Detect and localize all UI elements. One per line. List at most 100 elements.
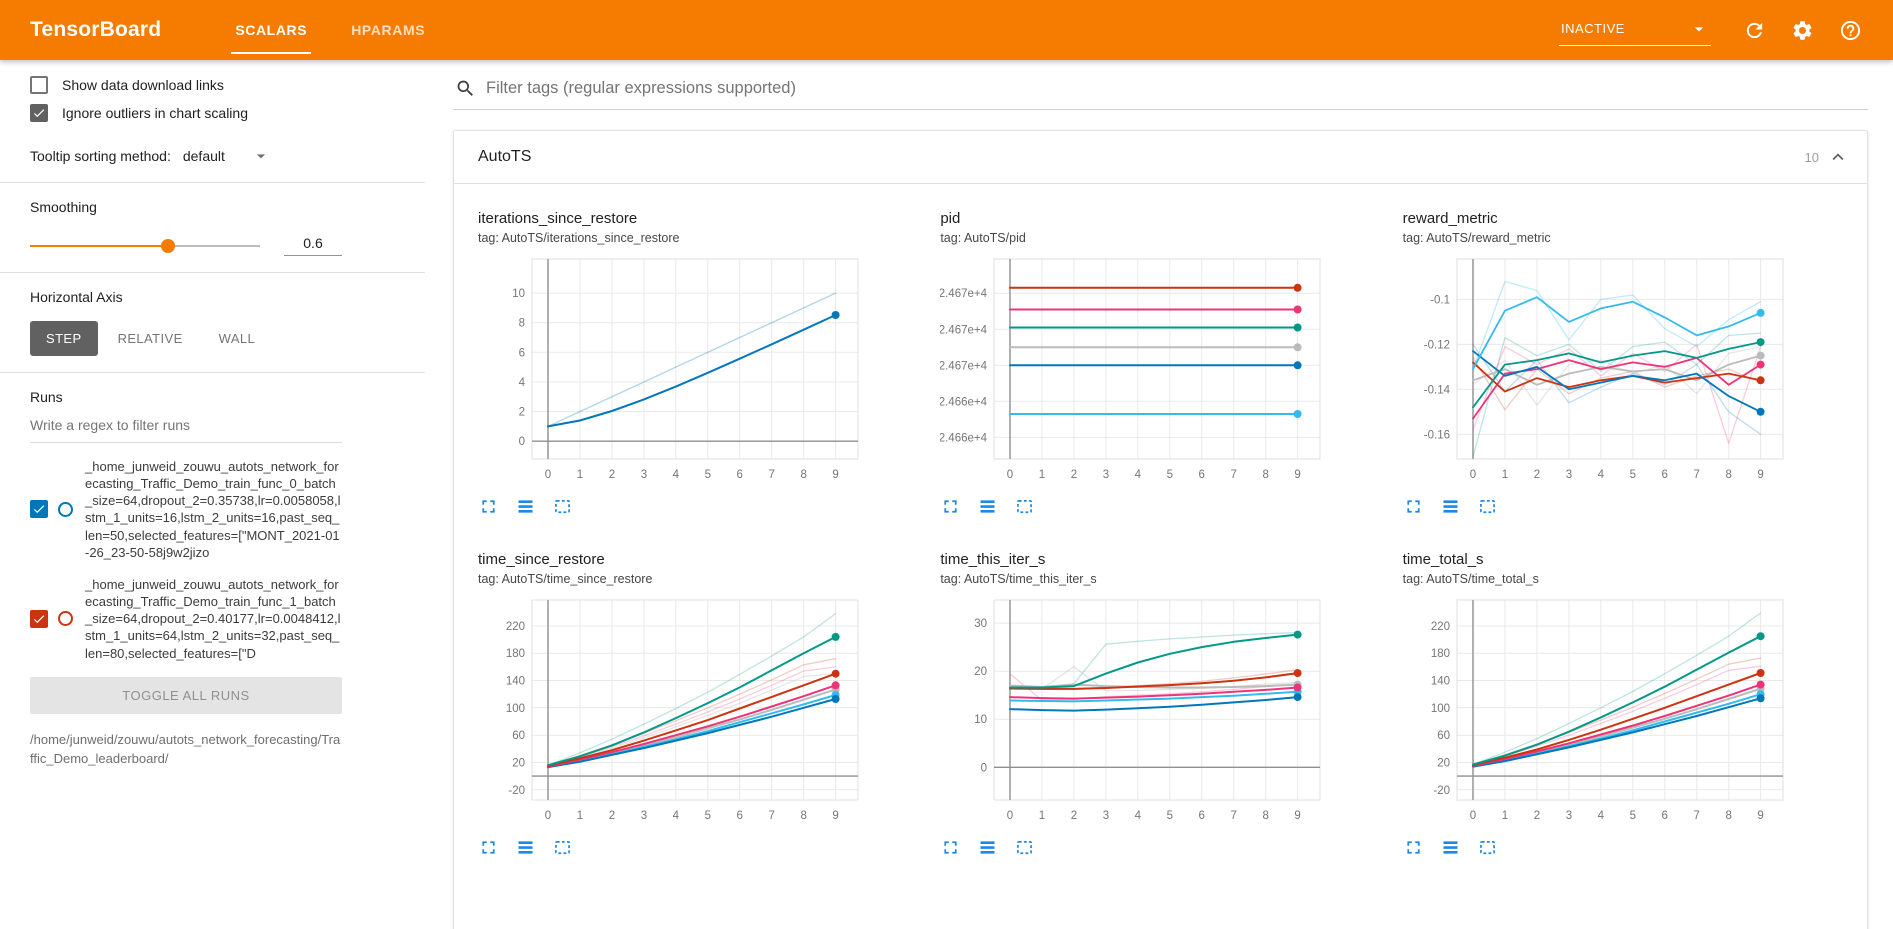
svg-text:-0.16: -0.16 [1423, 429, 1449, 441]
data-status-value: INACTIVE [1561, 21, 1625, 36]
tooltip-sorting-select[interactable]: default [183, 146, 271, 166]
line-chart-plot[interactable]: 0 1 2 3 4 5 6 7 8 9 0 10 20 30 [940, 590, 1332, 830]
axis-button-relative[interactable]: RELATIVE [117, 331, 183, 346]
expand-chart-button[interactable] [478, 496, 499, 517]
settings-button[interactable] [1783, 11, 1821, 49]
checkbox[interactable] [30, 76, 48, 94]
svg-text:5: 5 [705, 810, 711, 822]
checkbox-row-1[interactable]: Ignore outliers in chart scaling [30, 104, 342, 122]
axis-button-wall[interactable]: WALL [218, 331, 256, 346]
fit-domain-to-data-button[interactable] [1014, 496, 1035, 517]
svg-text:7: 7 [1693, 810, 1699, 822]
fit-domain-to-data-button[interactable] [1477, 496, 1498, 517]
checkmark-icon [33, 615, 45, 623]
svg-text:5: 5 [705, 469, 711, 481]
view-data-table-button[interactable] [1440, 837, 1461, 858]
run-item[interactable]: _home_junweid_zouwu_autots_network_forec… [30, 576, 342, 662]
expand-chart-button[interactable] [1403, 496, 1424, 517]
tag-group-title: AutoTS [478, 148, 532, 165]
expand-chart-button[interactable] [478, 837, 499, 858]
run-item[interactable]: _home_junweid_zouwu_autots_network_forec… [30, 458, 342, 561]
sidebar-checkboxes: Show data download links Ignore outliers … [30, 76, 342, 122]
svg-text:9: 9 [1757, 810, 1763, 822]
line-chart-plot[interactable]: 0 1 2 3 4 5 6 7 8 9 0 2 4 6 8 10 [478, 249, 870, 489]
svg-text:10: 10 [512, 288, 525, 300]
chart-tag: tag: AutoTS/time_total_s [1402, 572, 1539, 586]
run-visibility-checkbox[interactable] [30, 609, 48, 628]
svg-text:2.467e+4: 2.467e+4 [940, 288, 988, 300]
chart-tile-pid: pid tag: AutoTS/pid 0 1 2 3 4 5 6 7 8 9 2.467e+4 2.46… [939, 210, 1380, 517]
chevron-down-icon [1694, 26, 1704, 31]
svg-text:3: 3 [1565, 810, 1571, 822]
run-visibility-checkbox[interactable] [30, 500, 48, 519]
view-data-table-button[interactable] [1440, 496, 1461, 517]
run-selection-radio[interactable] [58, 501, 73, 517]
svg-text:2.467e+4: 2.467e+4 [940, 360, 988, 372]
svg-text:5: 5 [1629, 810, 1635, 822]
smoothing-value-input[interactable]: 0.6 [284, 235, 342, 256]
svg-text:6: 6 [1661, 469, 1667, 481]
checkbox[interactable] [30, 104, 48, 122]
data-status-dropdown[interactable]: INACTIVE [1559, 15, 1711, 46]
view-data-table-button[interactable] [515, 496, 536, 517]
chart-tile-time_since_restore: time_since_restore tag: AutoTS/time_since… [478, 551, 918, 858]
tab-scalars[interactable]: SCALARS [213, 0, 329, 60]
help-button[interactable] [1831, 11, 1869, 49]
expand-chart-button[interactable] [940, 837, 961, 858]
tab-hparams[interactable]: HPARAMS [351, 22, 426, 38]
line-chart-plot[interactable]: 0 1 2 3 4 5 6 7 8 9 -20 20 60 100 140 180 220 [1403, 590, 1795, 830]
view-data-table-button[interactable] [977, 837, 998, 858]
svg-text:9: 9 [832, 810, 838, 822]
svg-text:2: 2 [609, 810, 615, 822]
chart-title: time_this_iter_s [940, 551, 1046, 568]
expand-chart-button[interactable] [1403, 837, 1424, 858]
tag-filter-input[interactable] [486, 79, 1866, 98]
fit-domain-to-data-button[interactable] [1014, 837, 1035, 858]
data-table-icon [518, 841, 533, 854]
smoothing-slider-handle[interactable] [161, 238, 175, 253]
run-name: _home_junweid_zouwu_autots_network_forec… [85, 459, 341, 560]
chart-tag: tag: AutoTS/time_since_restore [478, 572, 653, 586]
svg-text:60: 60 [1437, 730, 1450, 742]
checkbox-row-0[interactable]: Show data download links [30, 76, 342, 94]
svg-text:20: 20 [1437, 758, 1450, 770]
svg-text:2.467e+4: 2.467e+4 [940, 324, 988, 336]
smoothing-slider[interactable] [30, 238, 260, 253]
chevron-up-icon[interactable] [1827, 146, 1849, 168]
axis-button-step[interactable]: STEP [30, 321, 98, 356]
expand-chart-button[interactable] [940, 496, 961, 517]
chart-actions [478, 496, 918, 517]
svg-text:-0.1: -0.1 [1430, 294, 1450, 306]
view-data-table-button[interactable] [977, 496, 998, 517]
tooltip-sorting-label: Tooltip sorting method: [30, 148, 171, 164]
svg-text:3: 3 [1103, 810, 1109, 822]
fit-domain-to-data-button[interactable] [552, 837, 573, 858]
chart-tag: tag: AutoTS/time_this_iter_s [940, 572, 1097, 586]
line-chart-plot[interactable]: 0 1 2 3 4 5 6 7 8 9 2.467e+4 2.467e+4 2.467e+4 2.466e… [939, 249, 1332, 489]
svg-text:7: 7 [1231, 810, 1237, 822]
data-table-icon [1443, 841, 1458, 854]
svg-text:1: 1 [577, 810, 583, 822]
svg-text:220: 220 [506, 621, 525, 633]
svg-text:6: 6 [736, 810, 742, 822]
fit-domain-to-data-button[interactable] [552, 496, 573, 517]
chart-actions [1403, 496, 1843, 517]
runs-list: _home_junweid_zouwu_autots_network_forec… [30, 458, 342, 662]
chart-actions [478, 837, 918, 858]
svg-text:7: 7 [768, 469, 774, 481]
runs-filter-input[interactable] [30, 411, 342, 443]
refresh-button[interactable] [1735, 11, 1773, 49]
fit-domain-to-data-button[interactable] [1477, 837, 1498, 858]
chart-title: iterations_since_restore [478, 210, 638, 227]
main-tabs: SCALARS HPARAMS [213, 0, 447, 60]
tag-group-header[interactable]: AutoTS 10 [454, 131, 1867, 184]
svg-text:6: 6 [1199, 469, 1205, 481]
content: Show data download links Ignore outliers … [0, 60, 1893, 929]
svg-text:8: 8 [800, 469, 806, 481]
checkbox-label: Show data download links [62, 77, 224, 93]
line-chart-plot[interactable]: 0 1 2 3 4 5 6 7 8 9 -20 20 60 100 140 180 220 [478, 590, 870, 830]
line-chart-plot[interactable]: 0 1 2 3 4 5 6 7 8 9 -0.1 -0.12 -0.14 -0.16 [1403, 249, 1795, 489]
view-data-table-button[interactable] [515, 837, 536, 858]
run-selection-radio[interactable] [58, 611, 73, 627]
toggle-all-runs-button[interactable]: TOGGLE ALL RUNS [30, 676, 342, 714]
